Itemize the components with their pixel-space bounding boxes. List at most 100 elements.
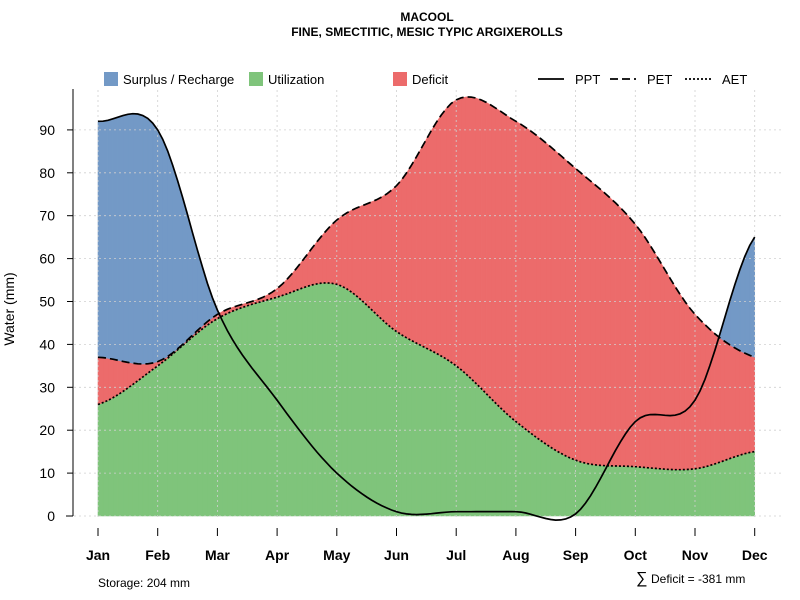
utilization-area-slice xyxy=(371,309,377,517)
utilization-area-slice xyxy=(540,439,547,517)
utilization-area-slice xyxy=(261,299,268,517)
utilization-area-slice xyxy=(749,451,756,517)
utilization-area-slice xyxy=(162,357,168,517)
utilization-area-slice xyxy=(391,327,397,517)
utilization-area-slice xyxy=(147,368,154,517)
utilization-area-slice xyxy=(401,334,407,517)
utilization-area-slice xyxy=(684,469,691,517)
utilization-area-slice xyxy=(291,289,298,517)
utilization-area-slice xyxy=(431,350,437,517)
utilization-area-slice xyxy=(192,332,198,517)
utilization-area-slice xyxy=(197,328,203,517)
deficit-area-slice xyxy=(729,344,736,459)
legend-swatch xyxy=(393,72,407,86)
utilization-area-slice xyxy=(570,457,576,517)
utilization-area-slice xyxy=(411,340,417,517)
deficit-area-slice xyxy=(540,138,547,445)
x-tick-label: Dec xyxy=(742,547,768,563)
surplus-area-slice xyxy=(122,113,129,363)
deficit-area-slice xyxy=(435,113,442,357)
deficit-area-slice xyxy=(341,212,348,290)
utilization-area-slice xyxy=(535,436,542,517)
deficit-area-slice xyxy=(401,172,407,339)
deficit-area-slice xyxy=(361,203,367,306)
surplus-area-slice xyxy=(112,116,119,361)
utilization-area-slice xyxy=(450,361,457,517)
utilization-area-slice xyxy=(112,394,119,517)
surplus-area-slice xyxy=(157,129,163,363)
utilization-area-slice xyxy=(550,446,557,517)
legend-swatch xyxy=(104,72,118,86)
utilization-area-slice xyxy=(356,295,362,517)
utilization-area-slice xyxy=(142,372,149,517)
deficit-area-slice xyxy=(600,188,606,467)
utilization-area-slice xyxy=(251,302,258,517)
deficit-area-slice xyxy=(555,150,561,454)
deficit-area-slice xyxy=(674,285,681,471)
deficit-area-slice xyxy=(595,184,601,466)
utilization-area-slice xyxy=(122,387,129,517)
utilization-area-slice xyxy=(674,469,681,517)
y-tick-label: 60 xyxy=(39,251,55,267)
deficit-area-slice xyxy=(366,201,372,311)
utilization-area-slice xyxy=(212,318,218,517)
x-tick-label: Mar xyxy=(205,547,230,563)
deficit-area-slice xyxy=(620,206,626,467)
utilization-area-slice xyxy=(117,390,124,517)
legend-label: PPT xyxy=(575,72,600,87)
utilization-area-slice xyxy=(485,392,492,517)
utilization-area-slice xyxy=(182,340,188,517)
deficit-area-slice xyxy=(520,123,527,431)
utilization-area-slice xyxy=(445,358,452,517)
utilization-area-slice xyxy=(281,293,288,517)
utilization-area-slice xyxy=(152,365,158,517)
utilization-area-slice xyxy=(271,296,278,517)
utilization-area-slice xyxy=(565,455,571,517)
utilization-area-slice xyxy=(177,344,183,517)
utilization-area-slice xyxy=(137,376,144,517)
utilization-area-slice xyxy=(440,355,447,517)
surplus-area-slice xyxy=(744,245,751,356)
deficit-area-slice xyxy=(326,223,333,284)
deficit-area-slice xyxy=(426,129,432,352)
utilization-area-slice xyxy=(237,307,243,517)
utilization-area-slice xyxy=(649,467,656,517)
utilization-area-slice xyxy=(545,443,552,517)
y-tick-label: 50 xyxy=(39,294,55,310)
x-tick-label: Sep xyxy=(563,547,589,563)
x-tick-label: Jun xyxy=(384,547,409,563)
utilization-area-slice xyxy=(530,432,537,517)
storage-annotation: Storage: 204 mm xyxy=(98,576,190,590)
utilization-area-slice xyxy=(630,466,636,517)
utilization-area-slice xyxy=(724,458,731,517)
deficit-area-slice xyxy=(515,120,522,427)
utilization-area-slice xyxy=(709,463,716,517)
deficit-area-slice xyxy=(575,167,581,463)
deficit-area-slice xyxy=(644,236,651,469)
deficit-area-slice xyxy=(550,146,557,451)
x-tick-label: Jan xyxy=(86,547,110,563)
deficit-area-slice xyxy=(649,244,656,469)
utilization-area-slice xyxy=(719,459,726,517)
deficit-area-slice xyxy=(605,193,611,467)
utilization-area-slice xyxy=(595,464,601,517)
deficit-area-slice xyxy=(440,107,447,360)
utilization-area-slice xyxy=(475,382,482,517)
axes: 0 10 20 30 40 50 60 70 80 90 Jan Feb Mar Apr May Jun Jul… xyxy=(39,89,768,563)
deficit-area-slice xyxy=(411,155,417,344)
utilization-area-slice xyxy=(157,361,163,517)
utilization-area-slice xyxy=(331,282,338,517)
legend-swatch xyxy=(249,72,263,86)
x-tick-label: Aug xyxy=(502,547,529,563)
deficit-area-slice xyxy=(654,252,661,470)
utilization-area-slice xyxy=(361,299,367,517)
deficit-area-slice xyxy=(719,337,726,463)
deficit-area-slice xyxy=(356,205,362,302)
utilization-area-slice xyxy=(505,412,512,517)
y-tick-label: 20 xyxy=(39,422,55,438)
utilization-area-slice xyxy=(241,305,248,517)
y-tick-label: 90 xyxy=(39,122,55,138)
y-tick-label: 70 xyxy=(39,208,55,224)
deficit-area-slice xyxy=(127,362,134,389)
series-line-ppt xyxy=(97,112,756,521)
